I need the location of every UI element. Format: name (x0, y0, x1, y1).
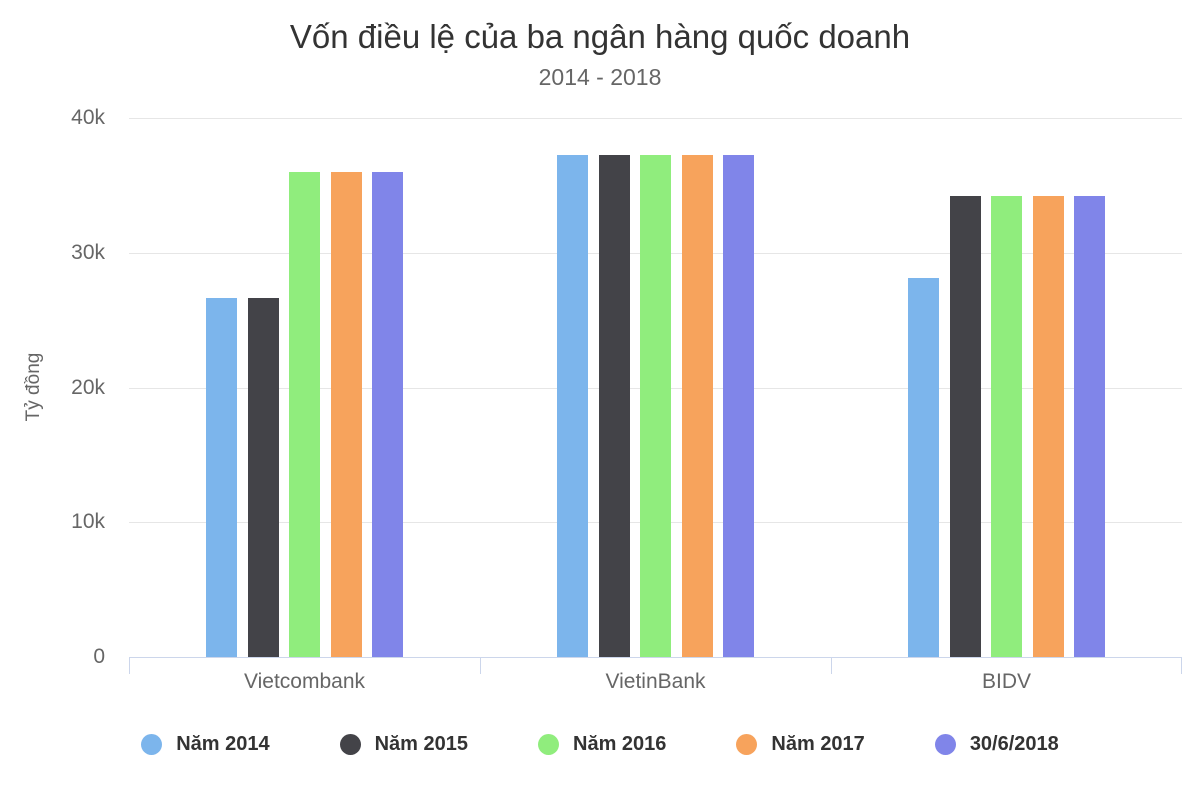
y-tick-label: 30k (71, 240, 105, 264)
legend-label: Năm 2015 (374, 733, 468, 755)
bar[interactable] (991, 196, 1022, 657)
bar[interactable] (908, 278, 939, 657)
x-axis-tick (1181, 658, 1182, 674)
legend-item[interactable]: Năm 2016 (538, 733, 666, 756)
category-label: VietinBank (605, 670, 706, 693)
bar-group-vietinbank (480, 118, 831, 657)
legend-marker-icon (934, 734, 956, 755)
chart-title: Vốn điều lệ của ba ngân hàng quốc doanh (289, 18, 911, 55)
bar[interactable] (289, 172, 320, 657)
x-axis-tick (129, 658, 130, 674)
category-label: Vietcombank (243, 670, 366, 693)
bar-group-vietcombank (129, 118, 480, 657)
bar[interactable] (330, 172, 362, 657)
legend-label: Năm 2017 (771, 733, 865, 755)
y-tick-label: 20k (71, 375, 105, 399)
y-tick-label: 40k (71, 106, 105, 129)
legend-item[interactable]: Năm 2017 (736, 733, 865, 756)
bar[interactable] (206, 297, 237, 657)
legend-label: Năm 2014 (176, 733, 270, 755)
bar[interactable] (949, 196, 981, 657)
legend-marker-icon (339, 734, 361, 755)
legend: Năm 2014 Năm 2015 Năm 2016 Năm 2017 30/6/201… (0, 733, 1200, 756)
legend-marker-icon (736, 734, 758, 755)
x-axis-tick (480, 658, 481, 674)
bar[interactable] (247, 297, 279, 657)
bar[interactable] (598, 155, 630, 657)
x-axis-labels: Vietcombank VietinBank BIDV (129, 670, 1182, 694)
legend-item[interactable]: Năm 2014 (141, 733, 270, 756)
y-tick-label: 0 (93, 645, 105, 668)
x-axis-tick (831, 658, 832, 674)
plot-area (129, 118, 1182, 658)
bar-groups (129, 118, 1182, 657)
chart-subtitle: 2014 - 2018 (538, 64, 662, 90)
bar-group-bidv (831, 118, 1182, 657)
y-tick-label: 10k (71, 510, 105, 534)
legend-label: Năm 2016 (573, 733, 667, 755)
gridline (129, 118, 1182, 119)
bar[interactable] (557, 155, 588, 657)
legend-label: 30/6/2018 (969, 733, 1059, 755)
bar[interactable] (681, 155, 713, 657)
legend-item[interactable]: Năm 2015 (339, 733, 468, 756)
bar[interactable] (1032, 196, 1064, 657)
y-axis-labels: 0 10k 20k 30k 40k (0, 106, 105, 668)
bar[interactable] (372, 172, 403, 657)
bar[interactable] (640, 155, 671, 657)
legend-marker-icon (141, 734, 163, 755)
bar[interactable] (1074, 196, 1105, 657)
category-label: BIDV (981, 670, 1031, 693)
legend-marker-icon (538, 734, 559, 755)
legend-item[interactable]: 30/6/2018 (934, 733, 1059, 756)
bar[interactable] (723, 155, 754, 657)
